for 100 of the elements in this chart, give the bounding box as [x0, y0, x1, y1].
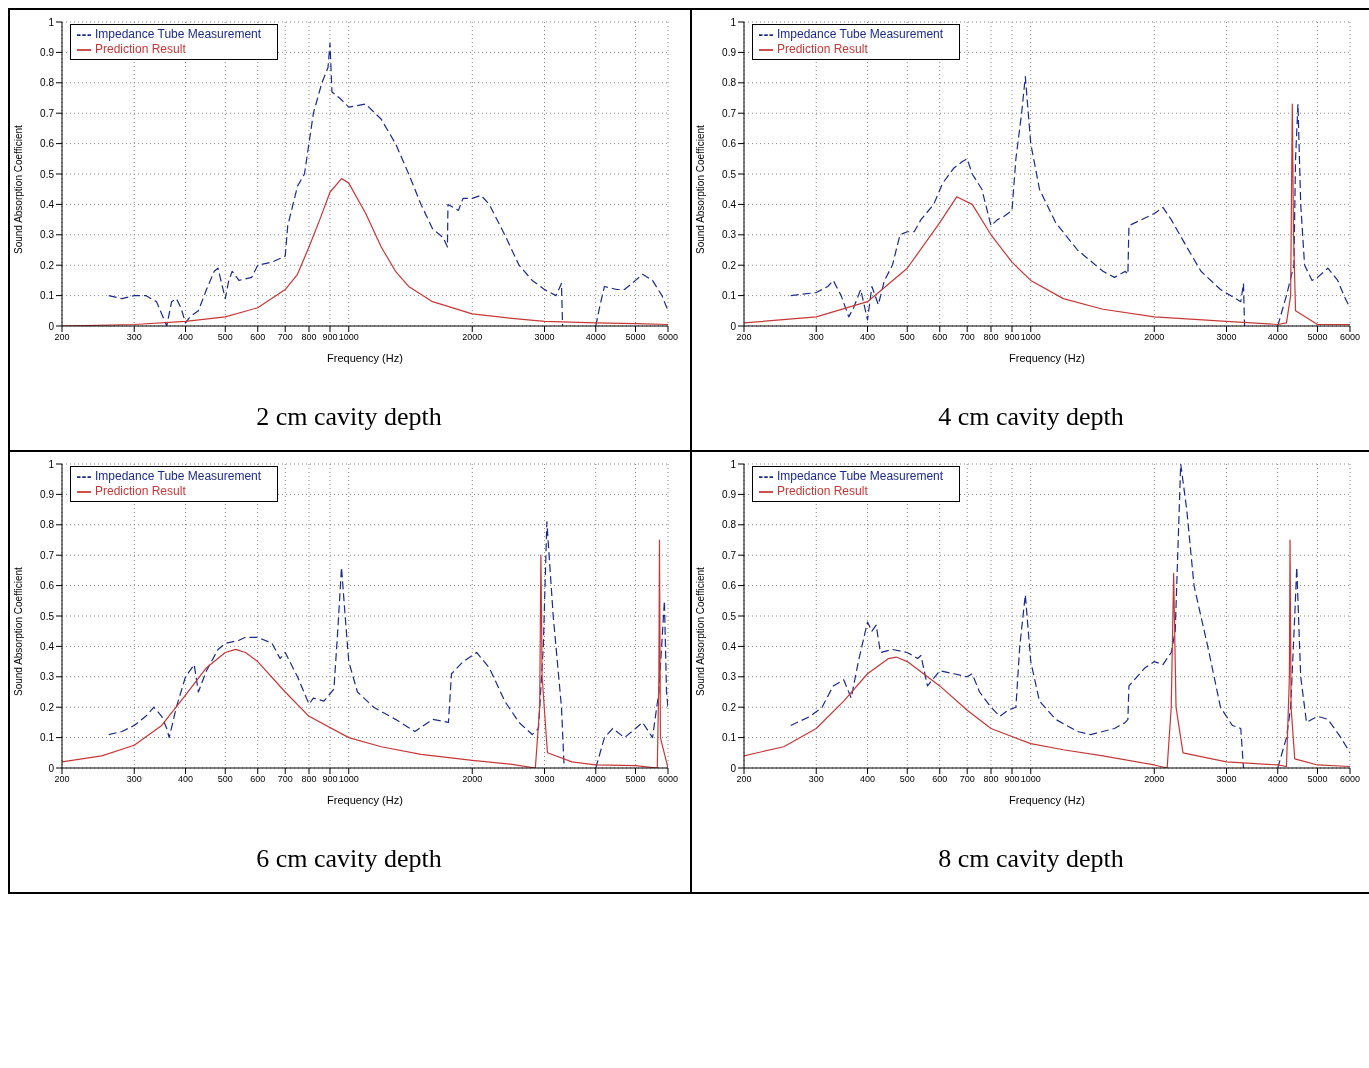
y-tick-label: 0.9: [722, 488, 737, 500]
legend-label: Prediction Result: [777, 41, 868, 56]
y-tick-label: 0.6: [40, 138, 55, 150]
y-tick-label: 0.4: [722, 198, 737, 210]
x-tick-label: 200: [736, 332, 752, 343]
x-axis-title: Frequency (Hz): [327, 794, 403, 806]
y-tick-label: 0.7: [722, 107, 737, 119]
y-tick-label: 0.1: [722, 732, 737, 744]
y-tick-label: 1: [48, 16, 55, 28]
x-tick-label: 300: [808, 774, 824, 785]
x-axis-title: Frequency (Hz): [1009, 352, 1085, 364]
x-tick-label: 400: [177, 774, 194, 785]
y-tick-label: 0.2: [722, 259, 737, 271]
y-tick-label: 0.7: [40, 549, 55, 561]
x-tick-label: 700: [959, 332, 975, 343]
x-tick-label: 900: [322, 774, 338, 785]
x-tick-label: 1000: [338, 332, 359, 343]
y-tick-label: 0: [48, 762, 55, 774]
legend-label: Impedance Tube Measurement: [777, 469, 944, 483]
y-tick-label: 1: [730, 16, 737, 28]
x-tick-label: 600: [250, 774, 266, 785]
x-tick-label: 5000: [625, 774, 646, 785]
x-tick-label: 4000: [585, 332, 606, 343]
x-tick-label: 1000: [1020, 332, 1041, 343]
legend-label: Impedance Tube Measurement: [95, 27, 262, 41]
y-axis-title: Sound Absorption Coefficient: [694, 124, 706, 254]
y-tick-label: 0.3: [40, 671, 55, 683]
x-tick-label: 2000: [462, 332, 483, 343]
x-tick-label: 300: [126, 774, 142, 785]
x-tick-label: 4000: [1267, 774, 1288, 785]
y-tick-label: 0.6: [722, 580, 737, 592]
y-tick-label: 0.9: [40, 46, 55, 58]
x-tick-label: 300: [126, 332, 142, 343]
text: 4 cm cavity depth: [938, 402, 1124, 432]
x-tick-label: 6000: [657, 332, 679, 343]
x-tick-label: 3000: [534, 774, 555, 785]
y-tick-label: 0.5: [40, 610, 55, 622]
y-tick-label: 1: [730, 458, 737, 470]
y-tick-label: 0.1: [40, 732, 55, 744]
x-tick-label: 900: [1004, 332, 1020, 343]
y-tick-label: 0.7: [40, 107, 55, 119]
x-tick-label: 600: [932, 774, 948, 785]
x-tick-label: 200: [736, 774, 752, 785]
x-tick-label: 400: [859, 774, 876, 785]
text: 2 cm cavity depth: [256, 402, 442, 432]
x-tick-label: 4000: [585, 774, 606, 785]
y-tick-label: 0.3: [722, 229, 737, 241]
x-tick-label: 6000: [657, 774, 679, 785]
y-tick-label: 0.8: [40, 519, 55, 531]
x-tick-label: 600: [250, 332, 266, 343]
legend-label: Prediction Result: [95, 41, 186, 56]
text: 6 cm cavity depth: [256, 844, 442, 874]
y-tick-label: 0.9: [722, 46, 737, 58]
x-tick-label: 200: [54, 774, 70, 785]
x-tick-label: 5000: [625, 332, 646, 343]
y-tick-label: 0: [730, 320, 737, 332]
y-tick-label: 0.3: [722, 671, 737, 683]
x-tick-label: 1000: [1020, 774, 1041, 785]
y-tick-label: 0.7: [722, 549, 737, 561]
x-tick-label: 700: [959, 774, 975, 785]
y-tick-label: 0.2: [722, 701, 737, 713]
x-tick-label: 800: [983, 332, 999, 343]
x-tick-label: 900: [322, 332, 338, 343]
y-tick-label: 1: [48, 458, 55, 470]
y-axis-title: Sound Absorption Coefficient: [12, 566, 24, 696]
y-tick-label: 0: [48, 320, 55, 332]
x-tick-label: 700: [277, 332, 293, 343]
x-tick-label: 3000: [1216, 332, 1237, 343]
x-axis-title: Frequency (Hz): [1009, 794, 1085, 806]
x-tick-label: 400: [177, 332, 194, 343]
x-axis-title: Frequency (Hz): [327, 352, 403, 364]
y-tick-label: 0.9: [40, 488, 55, 500]
y-axis-title: Sound Absorption Coefficient: [12, 124, 24, 254]
y-tick-label: 0.4: [40, 198, 55, 210]
y-tick-label: 0: [730, 762, 737, 774]
x-tick-label: 2000: [1144, 332, 1165, 343]
x-tick-label: 4000: [1267, 332, 1288, 343]
x-tick-label: 600: [932, 332, 948, 343]
legend-label: Prediction Result: [95, 483, 186, 498]
y-tick-label: 0.5: [722, 610, 737, 622]
text: 8 cm cavity depth: [938, 844, 1124, 874]
y-axis-title: Sound Absorption Coefficient: [694, 566, 706, 696]
x-tick-label: 5000: [1307, 332, 1328, 343]
y-tick-label: 0.8: [722, 77, 737, 89]
x-tick-label: 3000: [534, 332, 555, 343]
y-tick-label: 0.5: [722, 168, 737, 180]
y-tick-label: 0.1: [40, 290, 55, 302]
y-tick-label: 0.6: [722, 138, 737, 150]
x-tick-label: 500: [899, 332, 915, 343]
y-tick-label: 0.4: [722, 640, 737, 652]
x-tick-label: 700: [277, 774, 293, 785]
x-tick-label: 6000: [1339, 332, 1361, 343]
y-tick-label: 0.3: [40, 229, 55, 241]
y-tick-label: 0.6: [40, 580, 55, 592]
x-tick-label: 300: [808, 332, 824, 343]
x-tick-label: 900: [1004, 774, 1020, 785]
x-tick-label: 500: [217, 774, 233, 785]
x-tick-label: 200: [54, 332, 70, 343]
legend-label: Prediction Result: [777, 483, 868, 498]
y-tick-label: 0.8: [722, 519, 737, 531]
